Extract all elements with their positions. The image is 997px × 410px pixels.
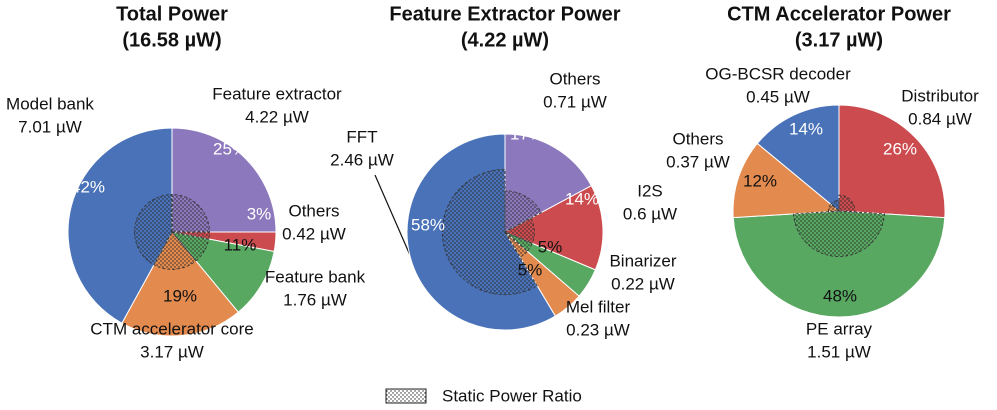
power-label: 3.17 µW xyxy=(140,342,204,361)
legend-swatch xyxy=(385,388,427,404)
static-sector xyxy=(171,231,210,240)
chart-subtitle: (16.58 µW) xyxy=(122,29,221,51)
percent-label: 3% xyxy=(247,204,272,223)
slice-label: Binarizer xyxy=(609,251,676,270)
power-label: 0.37 µW xyxy=(666,152,730,171)
power-label: 0.42 µW xyxy=(282,224,346,243)
power-label: 0.45 µW xyxy=(746,87,810,106)
power-label: 0.23 µW xyxy=(566,320,630,339)
slice-label: Feature bank xyxy=(265,267,366,286)
slice-label: Others xyxy=(288,201,339,220)
static-sector xyxy=(793,210,885,257)
chart-title: Feature Extractor Power xyxy=(389,3,620,25)
slice-label: Mel filter xyxy=(566,297,631,316)
slice-label: CTM accelerator core xyxy=(90,319,253,338)
percent-label: 5% xyxy=(518,260,543,279)
static-sector xyxy=(504,217,535,244)
percent-label: 14% xyxy=(789,119,823,138)
static-sector xyxy=(134,194,173,266)
percent-label: 12% xyxy=(743,171,777,190)
slice-label: Feature extractor xyxy=(212,84,342,103)
static-sector xyxy=(830,199,840,212)
pie-slice xyxy=(732,142,841,219)
chart-subtitle: (3.17 µW) xyxy=(795,29,883,51)
static-sector xyxy=(504,231,533,252)
power-label: 2.46 µW xyxy=(330,150,394,169)
slice-label: FFT xyxy=(346,127,377,146)
slice-label: Others xyxy=(672,129,723,148)
percent-label: 42% xyxy=(71,177,105,196)
pie-slice xyxy=(67,127,173,324)
power-label: 0.6 µW xyxy=(623,204,677,223)
percent-label: 17% xyxy=(510,124,544,143)
power-label: 0.22 µW xyxy=(611,274,675,293)
slice-label: OG-BCSR decoder xyxy=(705,64,851,83)
power-label: 1.51 µW xyxy=(807,342,871,361)
static-sector xyxy=(504,190,542,233)
slice-label: Model bank xyxy=(6,94,94,113)
static-sector xyxy=(504,231,528,258)
power-label: 7.01 µW xyxy=(18,117,82,136)
pie-slice xyxy=(732,210,946,318)
percent-label: 19% xyxy=(163,286,197,305)
slice-label: PE array xyxy=(806,319,873,338)
percent-label: 5% xyxy=(538,237,563,256)
power-label: 0.84 µW xyxy=(908,109,972,128)
legend-label: Static Power Ratio xyxy=(442,386,582,405)
power-label: 0.71 µW xyxy=(543,92,607,111)
pie-slice xyxy=(756,104,840,213)
slice-label: I2S xyxy=(637,181,663,200)
static-sector xyxy=(828,203,841,213)
percent-label: 11% xyxy=(224,235,257,254)
static-sector xyxy=(441,168,538,296)
static-sector xyxy=(170,231,210,262)
static-sector xyxy=(171,194,210,233)
power-label: 1.76 µW xyxy=(283,290,347,309)
pie-slice xyxy=(121,231,239,337)
slice-label: Distributor xyxy=(901,86,979,105)
percent-label: 48% xyxy=(823,286,857,305)
chart-title: Total Power xyxy=(116,3,228,25)
percent-label: 25% xyxy=(213,139,247,158)
chart-title: CTM Accelerator Power xyxy=(727,3,951,25)
slice-label: Others xyxy=(549,69,600,88)
static-sector xyxy=(153,231,197,270)
chart-subtitle: (4.22 µW) xyxy=(461,29,549,51)
power-label: 4.22 µW xyxy=(245,107,309,126)
percent-label: 14% xyxy=(565,189,599,208)
leader-line xyxy=(374,174,414,263)
pie-slice xyxy=(503,185,604,271)
percent-label: 58% xyxy=(411,215,445,234)
pie-slice xyxy=(838,104,946,219)
percent-label: 26% xyxy=(883,139,917,158)
